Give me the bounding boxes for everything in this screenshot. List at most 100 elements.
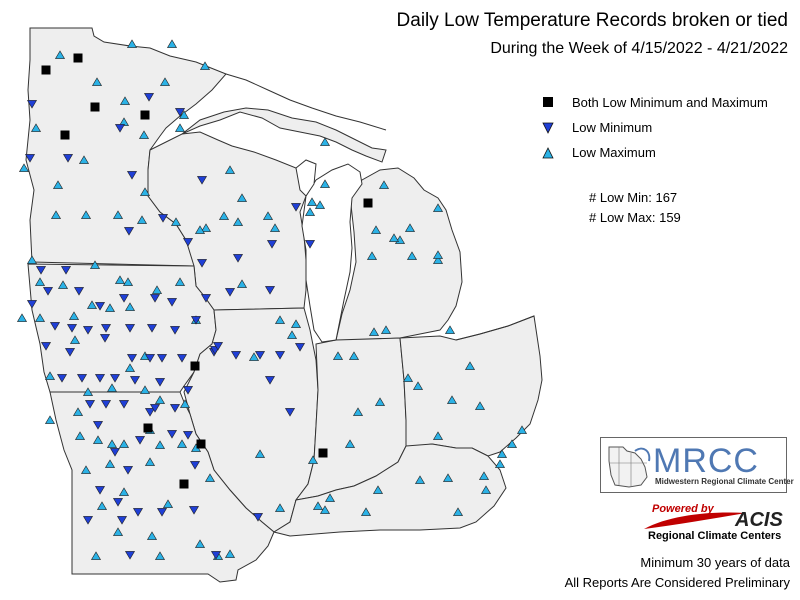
low-max-marker <box>199 61 211 70</box>
low-max-marker <box>432 431 444 440</box>
low-min-marker <box>232 254 244 263</box>
low-max-marker <box>118 487 130 496</box>
low-max-marker <box>170 217 182 226</box>
footer-note-preliminary: All Reports Are Considered Preliminary <box>564 575 790 590</box>
low-max-marker <box>50 210 62 219</box>
low-min-marker <box>60 266 72 275</box>
low-max-marker <box>446 395 458 404</box>
low-min-marker <box>149 294 161 303</box>
low-max-marker <box>174 277 186 286</box>
acis-logo: Powered by ACIS Regional Climate Centers <box>640 503 790 543</box>
low-max-marker <box>402 373 414 382</box>
low-max-marker <box>72 407 84 416</box>
low-max-marker <box>122 277 134 286</box>
low-max-marker <box>444 325 456 334</box>
low-max-marker <box>406 251 418 260</box>
low-min-marker <box>134 436 146 445</box>
footer-note-min-years: Minimum 30 years of data <box>640 555 790 570</box>
low-min-marker <box>94 302 106 311</box>
legend-label: Both Low Minimum and Maximum <box>572 95 768 110</box>
low-min-marker <box>35 266 47 275</box>
low-min-marker <box>252 513 264 522</box>
low-max-marker <box>26 255 38 264</box>
low-max-marker <box>144 457 156 466</box>
low-min-marker <box>26 300 38 309</box>
low-max-marker <box>324 493 336 502</box>
low-max-marker <box>86 300 98 309</box>
low-max-marker <box>380 325 392 334</box>
low-max-marker <box>90 551 102 560</box>
low-min-marker <box>284 408 296 417</box>
low-max-marker <box>118 439 130 448</box>
low-max-marker <box>200 223 212 232</box>
low-max-marker <box>274 503 286 512</box>
low-max-marker <box>478 471 490 480</box>
low-max-marker <box>54 50 66 59</box>
low-max-marker <box>307 455 319 464</box>
low-max-marker <box>314 200 326 209</box>
low-min-marker <box>49 322 61 331</box>
both-records-marker <box>363 198 373 208</box>
low-max-marker <box>194 225 206 234</box>
low-min-marker <box>156 508 168 517</box>
both-records-marker <box>196 439 206 449</box>
low-max-marker <box>370 225 382 234</box>
low-max-marker <box>366 251 378 260</box>
both-records-marker <box>73 53 83 63</box>
low-min-marker <box>116 516 128 525</box>
low-max-marker <box>494 459 506 468</box>
low-min-marker <box>200 294 212 303</box>
low-min-marker <box>154 378 166 387</box>
low-max-marker <box>464 361 476 370</box>
low-max-marker <box>159 77 171 86</box>
low-max-marker <box>204 473 216 482</box>
low-max-marker <box>312 501 324 510</box>
low-max-marker <box>106 383 118 392</box>
low-max-marker <box>378 180 390 189</box>
low-max-marker <box>306 197 318 206</box>
low-min-marker <box>266 240 278 249</box>
low-min-marker <box>124 324 136 333</box>
low-max-marker <box>194 539 206 548</box>
acis-subtitle: Regional Climate Centers <box>648 530 782 542</box>
low-min-marker <box>146 324 158 333</box>
low-min-marker <box>182 431 194 440</box>
map-subtitle: During the Week of 4/15/2022 - 4/21/2022 <box>490 40 788 57</box>
low-min-marker <box>304 240 316 249</box>
low-max-marker <box>269 223 281 232</box>
low-max-marker <box>104 303 116 312</box>
low-max-marker <box>432 250 444 259</box>
low-max-marker <box>174 123 186 132</box>
low-max-marker <box>442 473 454 482</box>
low-max-marker <box>344 439 356 448</box>
state-wisconsin <box>147 131 307 311</box>
both-records-marker <box>318 448 328 458</box>
low-min-marker <box>114 124 126 133</box>
low-min-marker <box>144 408 156 417</box>
low-max-marker <box>332 351 344 360</box>
low-min-marker <box>124 551 136 560</box>
low-max-marker <box>286 330 298 339</box>
blue-triangle-down-icon <box>542 122 554 134</box>
low-min-marker <box>26 100 38 109</box>
low-min-marker <box>212 342 224 351</box>
low-min-marker <box>109 448 121 457</box>
low-min-marker <box>129 376 141 385</box>
both-records-marker <box>179 479 189 489</box>
low-max-marker <box>304 207 316 216</box>
low-max-marker <box>352 407 364 416</box>
low-max-marker <box>236 193 248 202</box>
mrcc-logo: MRCC Midwestern Regional Climate Center <box>600 437 794 493</box>
low-max-marker <box>388 233 400 242</box>
low-max-marker <box>166 39 178 48</box>
low-max-marker <box>348 351 360 360</box>
low-max-marker <box>414 475 426 484</box>
midwest-map-icon <box>608 446 651 488</box>
state-missouri <box>49 391 275 583</box>
legend-item-low-max: Low Maximum <box>540 140 768 165</box>
low-max-marker <box>236 279 248 288</box>
both-records-marker <box>143 423 153 433</box>
low-max-marker <box>68 311 80 320</box>
low-min-marker <box>189 461 201 470</box>
